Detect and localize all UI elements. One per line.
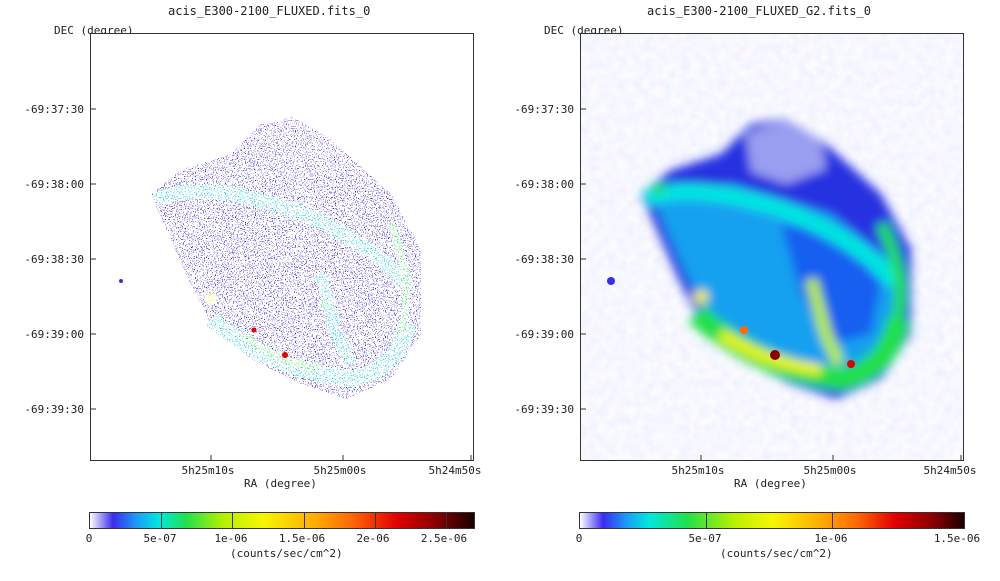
panel2-colorbar-tick: 0 xyxy=(575,532,583,545)
panel2-xtick: 5h24m50s xyxy=(923,464,977,477)
panel2-ytick: -69:38:00 xyxy=(514,178,574,191)
panel1-colorbar-tick: 2e-06 xyxy=(356,532,390,545)
panel1-ytick: -69:37:30 xyxy=(24,103,84,116)
hot-spot xyxy=(847,360,855,368)
panel1-colorbar-tick: 1e-06 xyxy=(214,532,248,545)
panel2-ytick: -69:38:30 xyxy=(514,253,574,266)
panel1-ytick: -69:39:30 xyxy=(24,403,84,416)
panel1-ytick: -69:38:30 xyxy=(24,253,84,266)
panel1-xtick: 5h25m10s xyxy=(181,464,235,477)
panel2-image[interactable] xyxy=(580,33,964,461)
panel1-colorbar-tick: 0 xyxy=(85,532,93,545)
panel1-snr-image xyxy=(91,34,473,460)
hot-spot xyxy=(282,352,288,358)
panel2-ytick: -69:39:30 xyxy=(514,403,574,416)
panel1-xtick: 5h25m00s xyxy=(313,464,367,477)
remnant-body xyxy=(641,119,911,399)
panel2-title: acis_E300-2100_FLUXED_G2.fits_0 xyxy=(647,4,871,18)
panel1-ytick: -69:38:00 xyxy=(24,178,84,191)
panel1-colorbar-tick: 2.5e-06 xyxy=(420,532,468,545)
panel2-ytick: -69:39:00 xyxy=(514,328,574,341)
panel1-title: acis_E300-2100_FLUXED.fits_0 xyxy=(168,4,371,18)
hot-spot xyxy=(740,326,748,334)
panel2-colorbar-unit: (counts/sec/cm^2) xyxy=(720,547,833,560)
panel1-colorbar xyxy=(89,512,475,529)
panel1-colorbar-tick: 5e-07 xyxy=(143,532,177,545)
hot-spot xyxy=(251,327,257,333)
panel1-colorbar-tick: 1.5e-06 xyxy=(278,532,326,545)
panel1-ytick: -69:39:00 xyxy=(24,328,84,341)
panel1-image[interactable] xyxy=(90,33,474,461)
panel2-colorbar-tick: 1.5e-06 xyxy=(933,532,981,545)
panel2-colorbar-tick: 1e-06 xyxy=(814,532,848,545)
panel2-colorbar xyxy=(579,512,965,529)
panel1-x-axis-label: RA (degree) xyxy=(244,477,317,490)
panel1-xtick: 5h24m50s xyxy=(428,464,482,477)
hot-spot xyxy=(770,350,780,360)
panel2-ytick: -69:37:30 xyxy=(514,103,574,116)
panel2-xtick: 5h25m00s xyxy=(803,464,857,477)
panel2-xtick: 5h25m10s xyxy=(671,464,725,477)
panel2-x-axis-label: RA (degree) xyxy=(734,477,807,490)
point-source xyxy=(607,277,615,285)
panel2-snr-image xyxy=(581,34,963,460)
remnant-body xyxy=(151,116,421,399)
panel2-colorbar-tick: 5e-07 xyxy=(688,532,722,545)
panel1-colorbar-unit: (counts/sec/cm^2) xyxy=(230,547,343,560)
point-source xyxy=(119,279,123,283)
